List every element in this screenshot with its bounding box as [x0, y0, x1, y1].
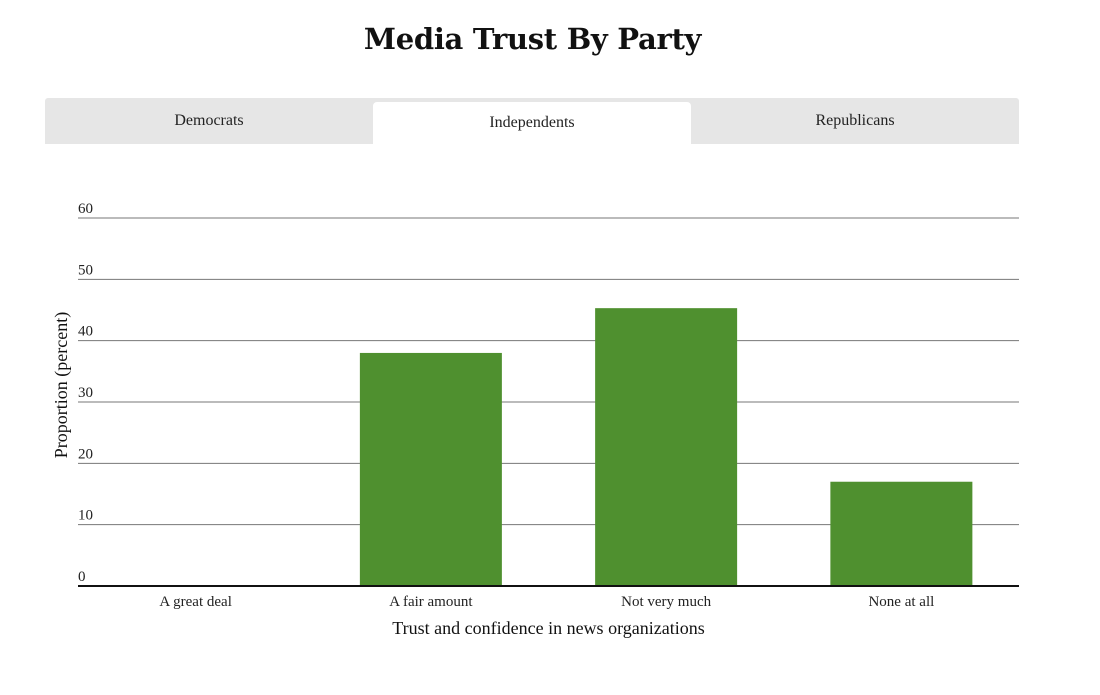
bar	[830, 481, 973, 586]
x-tick-label: A great deal	[159, 594, 231, 610]
bars	[359, 308, 973, 586]
gridlines	[78, 217, 1019, 526]
x-tick-label: A fair amount	[389, 594, 473, 610]
bar	[595, 308, 738, 586]
y-tick-label: 50	[78, 262, 93, 278]
y-tick-label: 40	[78, 324, 93, 340]
x-tick-labels: A great deal A fair amount Not very much No…	[159, 594, 934, 610]
tab-independents[interactable]: Independents	[373, 102, 691, 144]
x-axis-label: Trust and confidence in news organizatio…	[392, 618, 704, 638]
y-tick-label: 10	[78, 508, 93, 524]
x-tick-label: None at all	[868, 594, 934, 610]
y-axis-label: Proportion (percent)	[51, 312, 72, 458]
y-tick-label: 0	[78, 569, 86, 585]
tab-democrats[interactable]: Democrats	[174, 112, 244, 129]
chart-title: Media Trust By Party	[363, 22, 702, 56]
x-tick-label: Not very much	[621, 594, 711, 610]
y-tick-labels: 0 10 20 30 40 50 60	[78, 201, 93, 585]
party-tabs: Democrats Independents Republicans	[45, 98, 1019, 144]
y-tick-label: 20	[78, 446, 93, 462]
y-tick-label: 30	[78, 385, 93, 401]
y-tick-label: 60	[78, 201, 93, 217]
bar	[359, 352, 502, 586]
tab-republicans[interactable]: Republicans	[815, 112, 895, 129]
